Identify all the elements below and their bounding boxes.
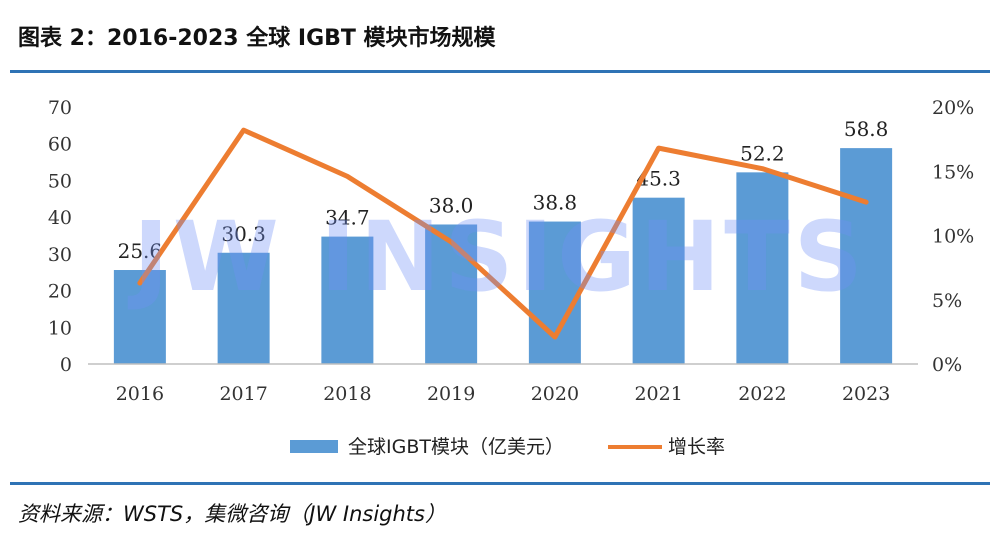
x-tick-2016: 2016 bbox=[116, 383, 164, 405]
x-tick-2020: 2020 bbox=[531, 383, 579, 405]
bar-label-2019: 38.0 bbox=[429, 193, 474, 217]
bar-2019 bbox=[425, 224, 478, 364]
bar-2021 bbox=[632, 197, 685, 364]
source-note: 资料来源：WSTS，集微咨询（JW Insights） bbox=[18, 502, 446, 526]
y-left-tick: 0 bbox=[60, 354, 72, 376]
y-left-tick: 30 bbox=[48, 244, 72, 266]
line-group bbox=[137, 127, 869, 340]
top-rule bbox=[10, 70, 990, 73]
x-tick-2021: 2021 bbox=[634, 383, 682, 405]
legend-bar-label: 全球IGBT模块（亿美元） bbox=[348, 436, 564, 458]
x-tick-2023: 2023 bbox=[842, 383, 890, 405]
bars-group bbox=[113, 148, 893, 364]
bar-2022 bbox=[736, 172, 789, 364]
chart: 25.630.334.738.0 38.845.352.258.8 2016 201… bbox=[48, 97, 974, 458]
legend-bar-swatch bbox=[290, 440, 338, 453]
y-right-tick: 20% bbox=[932, 97, 974, 119]
x-tick-labels: 2016 2017 2018 2019 2020 2021 2022 2023 bbox=[116, 383, 891, 405]
y-right-tick: 10% bbox=[932, 226, 974, 248]
bar-label-2017: 30.3 bbox=[221, 222, 266, 246]
y-left-tick: 50 bbox=[48, 170, 72, 192]
bar-2020 bbox=[528, 221, 581, 364]
y-right-tick: 5% bbox=[932, 290, 962, 312]
y-left-tick: 10 bbox=[48, 317, 72, 339]
growth-rate-line bbox=[137, 127, 869, 340]
bottom-rule bbox=[10, 482, 990, 485]
bar-2018 bbox=[321, 236, 374, 364]
y-left-tick: 20 bbox=[48, 281, 72, 303]
bar-label-2018: 34.7 bbox=[325, 206, 370, 230]
bar-2017 bbox=[217, 252, 270, 364]
x-tick-2017: 2017 bbox=[219, 383, 267, 405]
x-tick-2019: 2019 bbox=[427, 383, 475, 405]
legend-line-label: 增长率 bbox=[668, 436, 725, 458]
y-right-tick: 15% bbox=[932, 161, 974, 183]
y-left-tick-labels: 0 10 20 30 40 50 60 70 bbox=[48, 97, 72, 376]
bar-2016 bbox=[113, 270, 166, 364]
y-left-tick: 40 bbox=[48, 207, 72, 229]
x-tick-2018: 2018 bbox=[323, 383, 371, 405]
chart-title: 图表 2：2016-2023 全球 IGBT 模块市场规模 bbox=[18, 26, 496, 51]
y-right-tick-labels: 0% 5% 10% 15% 20% bbox=[932, 97, 974, 376]
bar-2023 bbox=[840, 148, 893, 364]
y-right-tick: 0% bbox=[932, 354, 962, 376]
watermark: JW INSIGHTS bbox=[127, 201, 867, 313]
bar-label-2020: 38.8 bbox=[533, 191, 578, 215]
bar-label-2023: 58.8 bbox=[844, 117, 889, 141]
x-tick-2022: 2022 bbox=[738, 383, 786, 405]
bar-label-2022: 52.2 bbox=[740, 141, 785, 165]
y-left-tick: 60 bbox=[48, 134, 72, 156]
legend: 全球IGBT模块（亿美元） 增长率 bbox=[290, 436, 725, 458]
y-left-tick: 70 bbox=[48, 97, 72, 119]
